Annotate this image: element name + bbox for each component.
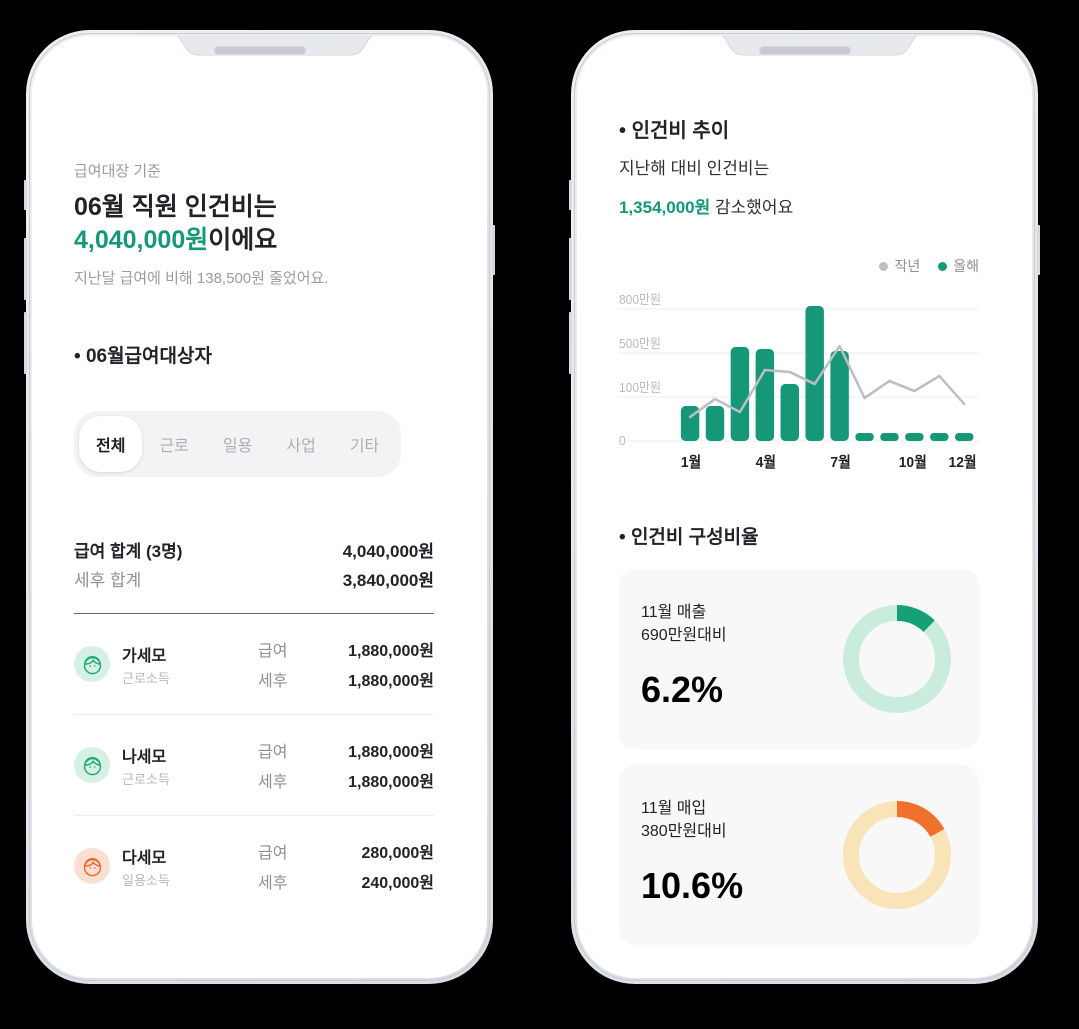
svg-text:0: 0	[619, 434, 626, 449]
svg-text:100만원: 100만원	[619, 381, 661, 396]
svg-text:1월: 1월	[681, 453, 701, 471]
svg-text:10월: 10월	[899, 453, 927, 471]
svg-text:12월: 12월	[949, 453, 977, 471]
svg-text:4월: 4월	[756, 453, 776, 471]
svg-text:500만원: 500만원	[619, 337, 661, 352]
svg-text:7월: 7월	[830, 453, 850, 471]
svg-text:800만원: 800만원	[619, 293, 661, 308]
